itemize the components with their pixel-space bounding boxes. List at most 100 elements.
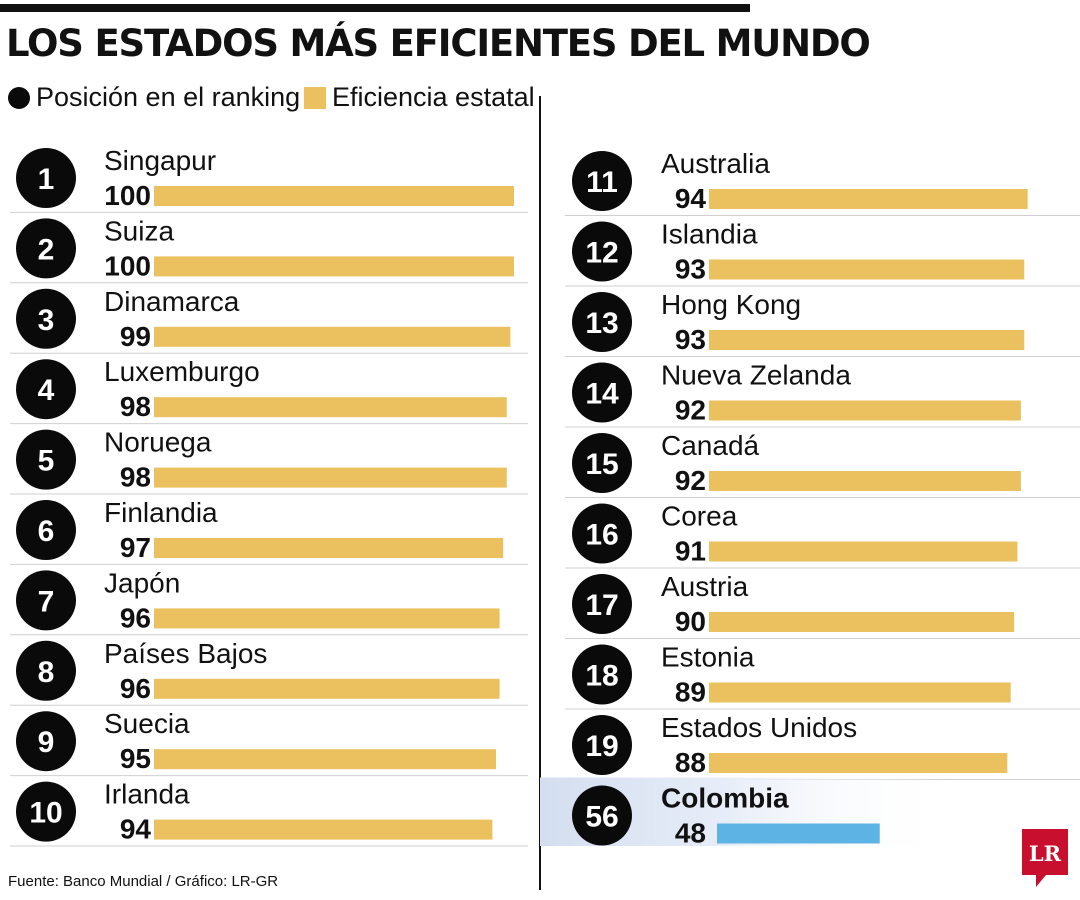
logo-text: LR [1029, 841, 1062, 866]
value-label: 94 [675, 183, 707, 214]
legend-item-efficiency: Eficiencia estatal [304, 82, 535, 113]
rank-number: 5 [38, 445, 55, 478]
bar [154, 678, 500, 699]
lr-logo: LR [1022, 829, 1068, 887]
rank-number: 7 [38, 585, 55, 618]
country-name: Suiza [104, 215, 174, 246]
rank-badge [572, 433, 632, 493]
ranking-row: 12 Islandia 93 [565, 219, 1080, 287]
bar [709, 189, 1028, 209]
bar [709, 682, 1011, 703]
ranking-row: 2 Suiza 100 [10, 215, 528, 284]
rank-badge [572, 151, 632, 211]
ranking-row: 11 Australia 94 [565, 148, 1080, 216]
legend-rank-label: Posición en el ranking [36, 82, 301, 112]
rank-badge [16, 500, 76, 560]
bar [709, 259, 1025, 280]
ranking-row: 16 Corea 91 [565, 501, 1080, 569]
value-label: 95 [120, 743, 151, 774]
country-name: Corea [661, 501, 738, 532]
rank-number: 3 [38, 304, 55, 337]
value-label: 100 [104, 180, 151, 211]
rank-badge [572, 715, 632, 775]
ranking-row: 4 Luxemburgo 98 [10, 356, 528, 425]
rank-badge [572, 503, 632, 564]
rank-number: 14 [585, 378, 619, 411]
rank-number: 16 [585, 519, 618, 552]
bar [154, 608, 500, 629]
value-label: 92 [675, 395, 706, 426]
value-label: 48 [675, 818, 706, 849]
value-label: 98 [120, 462, 151, 493]
country-name: Finlandia [104, 497, 218, 528]
rank-badge [572, 292, 632, 352]
value-label: 93 [675, 324, 706, 355]
bar [709, 400, 1021, 421]
ranking-row: 3 Dinamarca 99 [10, 286, 528, 354]
ranking-row: 18 Estonia 89 [565, 642, 1080, 710]
value-label: 96 [120, 602, 151, 633]
country-name: Austria [661, 571, 749, 602]
value-label: 94 [120, 814, 152, 845]
ranking-row: 7 Japón 96 [10, 567, 528, 636]
rank-number: 1 [38, 163, 55, 196]
bar [709, 612, 1015, 632]
rank-badge [572, 221, 632, 282]
country-name: Nueva Zelanda [661, 360, 851, 391]
rank-badge [16, 711, 76, 772]
country-name: Estonia [661, 642, 755, 673]
value-label: 88 [675, 747, 706, 778]
legend-swatch-icon [304, 86, 326, 109]
rank-number: 19 [585, 730, 618, 763]
rank-badge [16, 429, 76, 490]
ranking-row: 19 Estados Unidos 88 [565, 712, 1080, 780]
bar [154, 256, 514, 277]
rank-badge [572, 574, 632, 634]
rank-badge [16, 781, 76, 842]
top-rule [0, 4, 750, 12]
ranking-row: 17 Austria 90 [565, 571, 1080, 639]
country-name: Noruega [104, 427, 212, 458]
chart-title: LOS ESTADOS MÁS EFICIENTES DEL MUNDO [6, 22, 871, 65]
ranking-row: 10 Irlanda 94 [10, 779, 528, 847]
ranking-row: 14 Nueva Zelanda 92 [565, 360, 1080, 428]
value-label: 89 [675, 677, 706, 708]
country-name: Suecia [104, 708, 190, 739]
rank-badge [16, 148, 76, 208]
rank-badge [572, 644, 632, 705]
country-name: Canadá [661, 430, 760, 461]
bar [154, 326, 511, 347]
value-label: 93 [675, 254, 706, 285]
value-label: 92 [675, 465, 706, 496]
country-name: Australia [661, 148, 770, 179]
rank-number: 11 [586, 166, 618, 199]
value-label: 97 [120, 532, 151, 563]
rank-badge [16, 218, 76, 279]
rank-number: 12 [585, 237, 618, 270]
rank-number: 6 [38, 515, 55, 548]
bar [154, 397, 507, 418]
country-name: Luxemburgo [104, 356, 260, 387]
ranking-row: 1 Singapur 100 [10, 145, 528, 213]
country-name: Islandia [661, 219, 758, 250]
rank-badge [572, 362, 632, 423]
value-label: 100 [104, 250, 151, 281]
highlight-bar [717, 823, 880, 844]
rank-number: 13 [585, 307, 618, 340]
rank-number: 9 [38, 726, 55, 759]
legend-item-rank: Posición en el ranking [8, 82, 300, 113]
rank-number: 17 [585, 589, 618, 622]
value-label: 96 [120, 673, 151, 704]
bar [154, 186, 514, 206]
country-name: Irlanda [104, 779, 190, 810]
ranking-row: 13 Hong Kong 93 [565, 289, 1080, 357]
country-name: Colombia [661, 783, 789, 814]
country-name: Estados Unidos [661, 712, 857, 743]
value-label: 91 [675, 536, 706, 567]
value-label: 90 [675, 606, 706, 637]
bar [709, 471, 1021, 491]
bar [709, 330, 1025, 350]
bar [154, 538, 504, 558]
country-name: Países Bajos [104, 638, 267, 669]
